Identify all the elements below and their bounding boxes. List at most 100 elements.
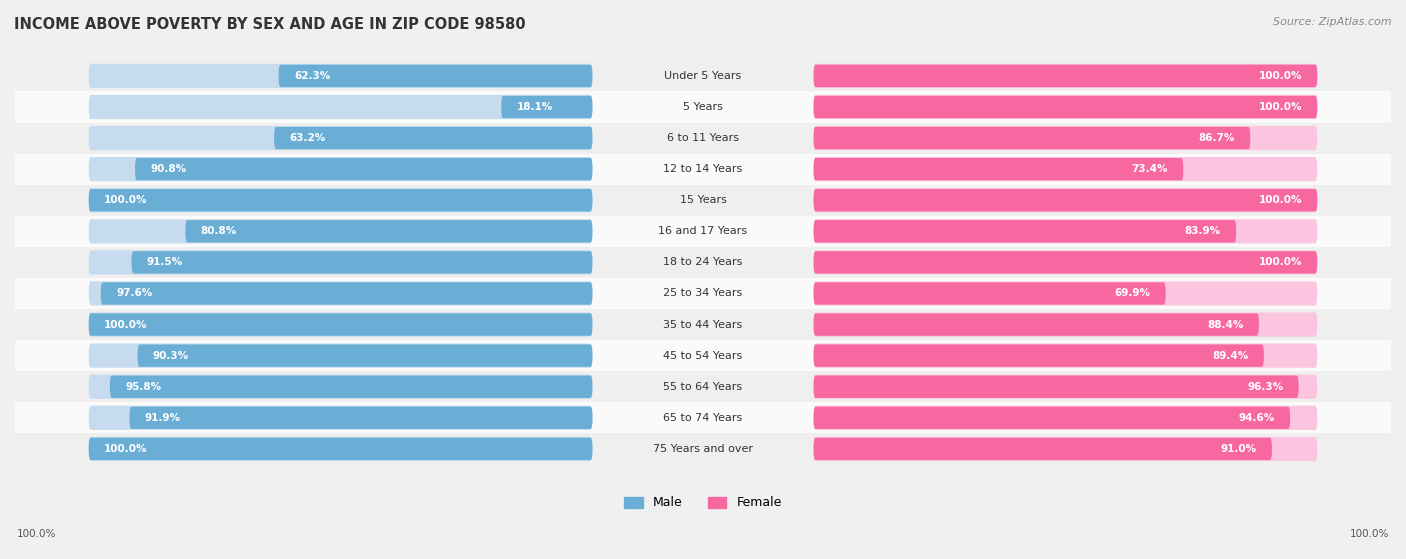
Text: 95.8%: 95.8% [125, 382, 162, 392]
Bar [15, 402, 1391, 433]
Bar [15, 371, 1391, 402]
FancyBboxPatch shape [138, 344, 592, 367]
Bar [15, 60, 1391, 92]
FancyBboxPatch shape [814, 344, 1264, 367]
Text: 25 to 34 Years: 25 to 34 Years [664, 288, 742, 299]
FancyBboxPatch shape [89, 314, 592, 336]
Text: 5 Years: 5 Years [683, 102, 723, 112]
Text: 96.3%: 96.3% [1247, 382, 1284, 392]
Text: 90.3%: 90.3% [153, 350, 188, 361]
Text: 100.0%: 100.0% [1258, 71, 1302, 81]
FancyBboxPatch shape [89, 406, 592, 430]
Bar [15, 184, 1391, 216]
Text: 100.0%: 100.0% [104, 320, 148, 330]
Bar [15, 433, 1391, 465]
Text: 97.6%: 97.6% [117, 288, 152, 299]
FancyBboxPatch shape [89, 189, 592, 211]
Text: 16 and 17 Years: 16 and 17 Years [658, 226, 748, 236]
FancyBboxPatch shape [814, 220, 1236, 243]
Text: 100.0%: 100.0% [1258, 195, 1302, 205]
Text: 100.0%: 100.0% [104, 195, 148, 205]
FancyBboxPatch shape [814, 406, 1317, 430]
Text: 15 Years: 15 Years [679, 195, 727, 205]
Text: 6 to 11 Years: 6 to 11 Years [666, 133, 740, 143]
Text: Source: ZipAtlas.com: Source: ZipAtlas.com [1274, 17, 1392, 27]
Text: 100.0%: 100.0% [104, 444, 148, 454]
FancyBboxPatch shape [814, 64, 1317, 88]
Text: 91.5%: 91.5% [146, 257, 183, 267]
FancyBboxPatch shape [89, 219, 592, 243]
Text: 18.1%: 18.1% [516, 102, 553, 112]
FancyBboxPatch shape [814, 219, 1317, 243]
FancyBboxPatch shape [132, 251, 592, 273]
FancyBboxPatch shape [814, 376, 1299, 398]
FancyBboxPatch shape [274, 127, 592, 149]
Text: 45 to 54 Years: 45 to 54 Years [664, 350, 742, 361]
Text: 88.4%: 88.4% [1208, 320, 1243, 330]
FancyBboxPatch shape [814, 251, 1317, 273]
FancyBboxPatch shape [186, 220, 592, 243]
Text: 73.4%: 73.4% [1132, 164, 1168, 174]
FancyBboxPatch shape [814, 65, 1317, 87]
FancyBboxPatch shape [814, 438, 1272, 460]
Bar [15, 122, 1391, 154]
FancyBboxPatch shape [89, 64, 592, 88]
FancyBboxPatch shape [89, 438, 592, 460]
Text: 12 to 14 Years: 12 to 14 Years [664, 164, 742, 174]
FancyBboxPatch shape [814, 406, 1291, 429]
Text: 91.0%: 91.0% [1220, 444, 1257, 454]
Text: INCOME ABOVE POVERTY BY SEX AND AGE IN ZIP CODE 98580: INCOME ABOVE POVERTY BY SEX AND AGE IN Z… [14, 17, 526, 32]
FancyBboxPatch shape [89, 157, 592, 181]
FancyBboxPatch shape [814, 375, 1317, 399]
Text: 94.6%: 94.6% [1239, 413, 1275, 423]
FancyBboxPatch shape [129, 406, 592, 429]
FancyBboxPatch shape [89, 344, 592, 368]
Text: 100.0%: 100.0% [1258, 102, 1302, 112]
Text: 91.9%: 91.9% [145, 413, 181, 423]
Text: 18 to 24 Years: 18 to 24 Years [664, 257, 742, 267]
FancyBboxPatch shape [814, 189, 1317, 211]
Text: 100.0%: 100.0% [17, 529, 56, 539]
FancyBboxPatch shape [814, 281, 1317, 306]
Text: 89.4%: 89.4% [1212, 350, 1249, 361]
FancyBboxPatch shape [278, 65, 592, 87]
Bar [15, 340, 1391, 371]
FancyBboxPatch shape [502, 96, 592, 118]
FancyBboxPatch shape [89, 126, 592, 150]
FancyBboxPatch shape [814, 314, 1258, 336]
Text: 62.3%: 62.3% [294, 71, 330, 81]
FancyBboxPatch shape [135, 158, 592, 181]
FancyBboxPatch shape [89, 250, 592, 274]
FancyBboxPatch shape [89, 312, 592, 337]
FancyBboxPatch shape [110, 376, 592, 398]
Bar [15, 154, 1391, 184]
Bar [15, 216, 1391, 247]
Text: 55 to 64 Years: 55 to 64 Years [664, 382, 742, 392]
Text: 80.8%: 80.8% [201, 226, 238, 236]
Bar [15, 309, 1391, 340]
Text: 63.2%: 63.2% [290, 133, 326, 143]
Text: 86.7%: 86.7% [1198, 133, 1234, 143]
FancyBboxPatch shape [814, 96, 1317, 118]
Text: 90.8%: 90.8% [150, 164, 187, 174]
FancyBboxPatch shape [89, 437, 592, 461]
Bar [15, 247, 1391, 278]
FancyBboxPatch shape [814, 127, 1250, 149]
FancyBboxPatch shape [89, 281, 592, 306]
FancyBboxPatch shape [89, 95, 592, 119]
FancyBboxPatch shape [89, 188, 592, 212]
FancyBboxPatch shape [814, 312, 1317, 337]
Text: 100.0%: 100.0% [1350, 529, 1389, 539]
Text: Under 5 Years: Under 5 Years [665, 71, 741, 81]
FancyBboxPatch shape [814, 188, 1317, 212]
FancyBboxPatch shape [814, 282, 1166, 305]
FancyBboxPatch shape [814, 95, 1317, 119]
Text: 100.0%: 100.0% [1258, 257, 1302, 267]
FancyBboxPatch shape [101, 282, 592, 305]
FancyBboxPatch shape [814, 126, 1317, 150]
Text: 83.9%: 83.9% [1185, 226, 1220, 236]
Bar [15, 92, 1391, 122]
Bar [15, 278, 1391, 309]
Text: 69.9%: 69.9% [1115, 288, 1150, 299]
Text: 75 Years and over: 75 Years and over [652, 444, 754, 454]
